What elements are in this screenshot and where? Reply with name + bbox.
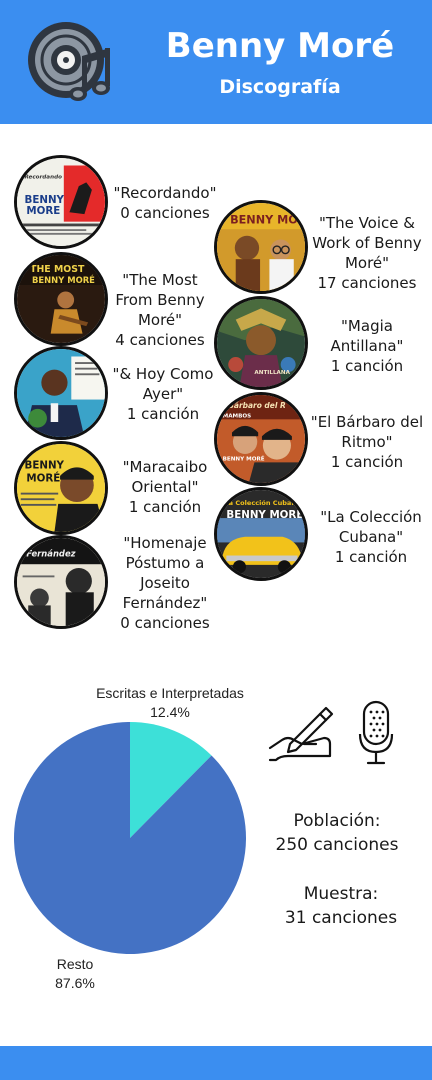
album-art-image: BENNY MORÉ — [217, 203, 305, 291]
album-caption: "El Bárbaro del Ritmo" 1 canción — [310, 412, 424, 472]
slice-percent: 87.6% — [55, 975, 95, 991]
sample-label: Muestra: — [303, 884, 379, 904]
album-song-count: 1 canción — [128, 498, 202, 516]
population-stat: Población: 250 canciones — [262, 809, 412, 857]
album-title: "Magia Antillana" — [330, 317, 404, 355]
sample-value: 31 canciones — [284, 908, 398, 928]
sample-stat: Muestra: 31 canciones — [266, 882, 416, 930]
cover-text: Fernández — [26, 549, 75, 559]
album-song-count: 1 canción — [334, 548, 408, 566]
album-title: "La Colección Cubana" — [320, 508, 422, 546]
population-value: 250 canciones — [275, 835, 399, 855]
album-art-image: ANTILLANA — [217, 299, 305, 387]
cover-text: La Colección Cubana — [224, 499, 300, 507]
album-cover-el-barbaro-del-ritmo: Bárbaro del R MAMBOS BENNY MORÉ — [214, 392, 308, 486]
album-title: "El Bárbaro del Ritmo" — [310, 413, 424, 451]
pie-chart — [14, 722, 247, 954]
slice-name: Escritas e Interpretadas — [96, 685, 244, 701]
album-cover-hoy-como-ayer — [14, 346, 108, 440]
album-song-count: 1 canción — [330, 357, 404, 375]
pie-slice-1 — [14, 722, 247, 954]
album-caption: "Homenaje Póstumo a Joseito Fernández" 0… — [114, 533, 216, 633]
population-label: Población: — [293, 811, 381, 831]
album-title: "Maracaibo Oriental" — [122, 458, 208, 496]
album-art-image: Fernández — [17, 538, 105, 626]
album-art-image: Bárbaro del R MAMBOS BENNY MORÉ — [217, 395, 305, 483]
cover-text: ANTILLANA — [254, 370, 290, 376]
album-art-image: THE MOST BENNY MORÉ — [17, 255, 105, 343]
cover-text: BENNY MORÉ — [226, 508, 303, 521]
vinyl-record-music-note-icon — [28, 22, 110, 101]
cover-text: MORE — [26, 205, 60, 217]
cover-text: BENNY MORÉ — [230, 214, 305, 227]
cover-text: THE MOST — [30, 264, 85, 275]
album-title: "The Most From Benny Moré" — [115, 271, 205, 329]
album-cover-recordando: Recordando BENNY MORE — [14, 155, 108, 249]
album-art-image: La Colección Cubana BENNY MORÉ — [217, 490, 305, 578]
album-song-count: 0 canciones — [120, 614, 210, 632]
album-art-image: Recordando BENNY MORE — [17, 158, 105, 246]
album-cover-la-coleccion-cubana: La Colección Cubana BENNY MORÉ — [214, 487, 308, 581]
album-caption: "La Colección Cubana" 1 canción — [316, 507, 426, 567]
album-art-image — [17, 349, 105, 437]
slice-label-rest: Resto 87.6% — [30, 955, 120, 993]
cover-text: BENNY — [24, 459, 64, 471]
album-song-count: 0 canciones — [120, 204, 210, 222]
header-banner: Benny Moré Discografía — [0, 0, 432, 124]
album-cover-the-most-from: THE MOST BENNY MORÉ — [14, 252, 108, 346]
cover-text: BENNY — [24, 194, 64, 206]
pie-slice-0 — [130, 722, 212, 838]
page-title: Benny Moré — [165, 26, 395, 66]
slice-name: Resto — [56, 956, 94, 972]
hand-writing-icon — [268, 706, 334, 762]
album-title: "Recordando" — [113, 184, 217, 202]
album-cover-voice-and-work: BENNY MORÉ — [214, 200, 308, 294]
cover-text: Bárbaro del R — [228, 401, 286, 410]
album-caption: "& Hoy Como Ayer" 1 canción — [112, 364, 214, 424]
album-caption: "Maracaibo Oriental" 1 canción — [116, 457, 214, 517]
cover-text: BENNY MORÉ — [32, 274, 95, 285]
cover-text: MAMBOS — [223, 413, 252, 419]
album-cover-maracaibo-oriental: BENNY MORÉ — [14, 441, 108, 535]
album-caption: "The Voice & Work of Benny Moré" 17 canc… — [306, 213, 428, 293]
album-caption: "Recordando" 0 canciones — [112, 183, 218, 223]
album-song-count: 17 canciones — [317, 274, 417, 292]
album-caption: "The Most From Benny Moré" 4 canciones — [104, 270, 216, 350]
album-song-count: 1 canción — [126, 405, 200, 423]
microphone-icon — [358, 700, 394, 765]
page-subtitle: Discografía — [219, 76, 341, 98]
album-title: "& Hoy Como Ayer" — [112, 365, 214, 403]
cover-text: BENNY MORÉ — [223, 455, 265, 463]
slice-label-written: Escritas e Interpretadas 12.4% — [80, 684, 260, 722]
album-cover-magia-antillana: ANTILLANA — [214, 296, 308, 390]
album-cover-homenaje-postumo: Fernández — [14, 535, 108, 629]
footer-bar — [0, 1046, 432, 1080]
cover-text: Recordando — [24, 175, 62, 181]
album-caption: "Magia Antillana" 1 canción — [318, 316, 416, 376]
album-title: "The Voice & Work of Benny Moré" — [312, 214, 422, 272]
album-title: "Homenaje Póstumo a Joseito Fernández" — [122, 534, 208, 612]
album-art-image: BENNY MORÉ — [17, 444, 105, 532]
cover-text: MORÉ — [26, 471, 60, 484]
album-song-count: 1 canción — [330, 453, 404, 471]
slice-percent: 12.4% — [150, 704, 190, 720]
album-song-count: 4 canciones — [115, 331, 205, 349]
